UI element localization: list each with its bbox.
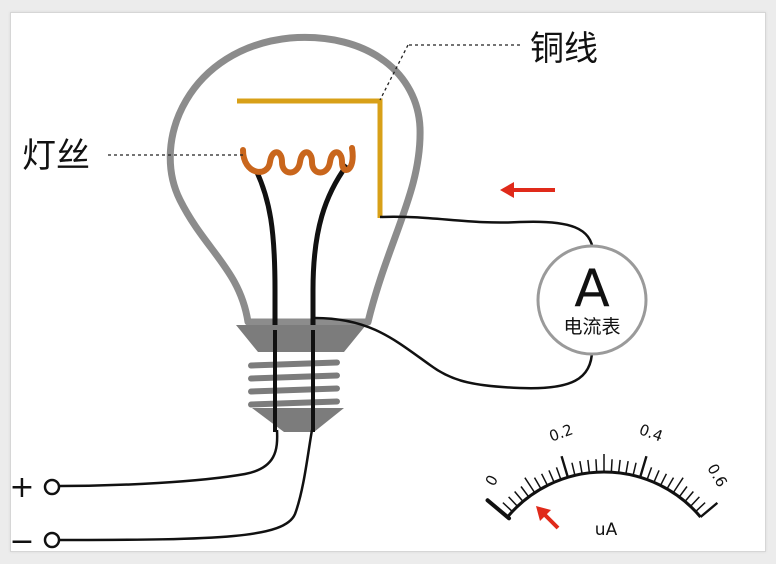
meter-tick-label-0: 0 [482, 472, 502, 489]
meter-tick [689, 496, 700, 507]
meter-tick [571, 462, 576, 476]
meter-tick [684, 491, 694, 502]
meter-tick [548, 470, 555, 483]
meter-tick [560, 455, 570, 478]
wire-to-plus-terminal [59, 429, 279, 488]
meter-tick [666, 477, 675, 490]
meter-tick [646, 467, 653, 480]
meter-tick [678, 486, 688, 498]
meter-tick [638, 455, 648, 478]
ammeter-symbol: A [574, 259, 610, 319]
plus-sign: + [9, 470, 34, 505]
meter-tick [672, 477, 684, 494]
minus-terminal [43, 531, 61, 549]
ammeter-label: 电流表 [563, 316, 620, 338]
meter-tick-label-0.2: 0.2 [547, 420, 576, 445]
base-band-3 [248, 385, 340, 395]
copper-wire-label: 铜线 [530, 29, 598, 69]
meter-tick [508, 496, 519, 507]
bulb-neck [236, 325, 366, 352]
meter-tick [540, 473, 549, 486]
meter-tick [579, 460, 583, 475]
wire-ammeter-to-bulb [314, 316, 594, 390]
base-band-4 [248, 398, 340, 408]
meter-tick [653, 470, 660, 483]
meter-arc [506, 470, 702, 518]
ammeter-body [536, 244, 648, 356]
filament-label: 灯丝 [22, 136, 90, 176]
filament-coil [240, 145, 356, 176]
meter-tick [632, 462, 637, 476]
meter-tick [610, 459, 613, 473]
wire-copper-to-ammeter [379, 215, 595, 253]
bulb-glass [166, 33, 424, 326]
meter-tick [587, 459, 591, 473]
meter-tick [533, 477, 542, 490]
meter-scale [485, 454, 719, 521]
base-band-2 [248, 372, 340, 382]
meter-tick [524, 477, 536, 494]
filament-support-right [310, 163, 350, 330]
minus-sign: − [9, 524, 34, 559]
base-band-1 [248, 359, 340, 369]
meter-tick [617, 459, 621, 473]
meter-tick-label-0.4: 0.4 [637, 420, 666, 445]
plus-terminal [43, 478, 61, 496]
meter-unit: uA [595, 520, 618, 540]
meter-tick [502, 502, 513, 513]
meter-tick [695, 502, 706, 513]
meter-tick [699, 501, 719, 518]
meter-tick [625, 460, 629, 475]
arrow-left-icon [500, 182, 555, 198]
copper-wire [237, 98, 383, 218]
copper-leader-slant [379, 44, 409, 101]
meter-tick [595, 459, 598, 473]
wire-to-minus-terminal [59, 429, 314, 542]
meter-needle [485, 498, 512, 521]
meter-tick-label-0.6: 0.6 [703, 461, 731, 491]
filament-support-left [253, 168, 278, 330]
base-tip [252, 408, 344, 432]
meter-tick [659, 473, 668, 486]
meter-tick [514, 491, 524, 502]
arrow-up-left-icon [536, 506, 560, 530]
meter-tick [555, 467, 562, 480]
meter-tick [520, 486, 530, 498]
